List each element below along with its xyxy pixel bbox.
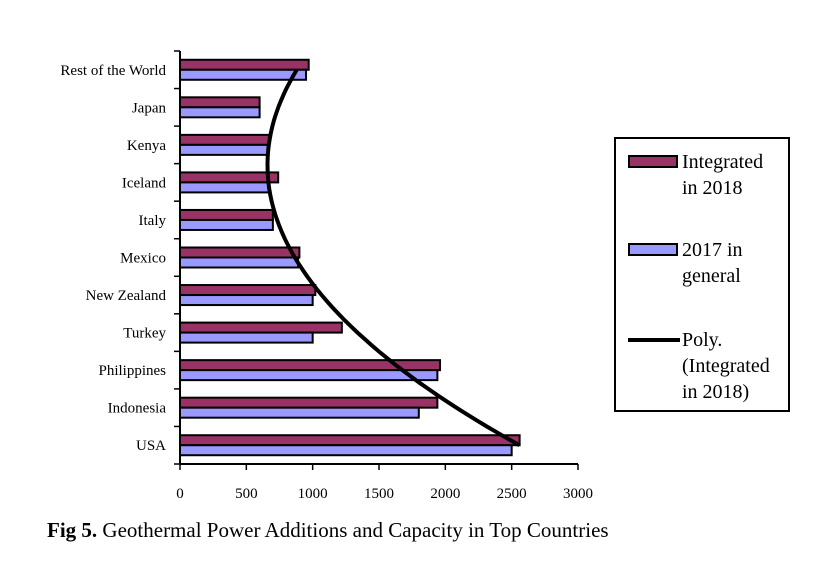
y-label-japan: Japan <box>132 100 167 116</box>
bar-japan-integrated-2018 <box>179 96 261 109</box>
bar-iceland-integrated-2018 <box>179 171 280 184</box>
trendline-poly <box>265 68 521 447</box>
bar-italy-integrated-2018 <box>179 208 274 221</box>
legend: Integrated in 2018 2017 in general Poly.… <box>614 137 790 412</box>
bars-group <box>179 58 521 457</box>
legend-swatch-integrated-2018 <box>628 155 678 168</box>
legend-line-poly <box>628 338 680 342</box>
bar-turkey-2017 <box>179 331 314 344</box>
bar-kenya-2017 <box>179 143 269 156</box>
bar-usa-2017 <box>179 444 513 457</box>
x-axis-ticks <box>179 464 579 470</box>
bar-iceland-2017 <box>179 181 270 194</box>
x-label-0: 0 <box>176 486 184 502</box>
bar-indonesia-integrated-2018 <box>179 396 439 409</box>
bar-japan-2017 <box>179 106 261 119</box>
y-label-mexico: Mexico <box>120 251 166 267</box>
caption-text: Geothermal Power Additions and Capacity … <box>97 518 609 542</box>
y-axis-ticks <box>174 50 180 465</box>
y-label-new-zealand: New Zealand <box>86 288 167 304</box>
bar-mexico-integrated-2018 <box>179 246 301 259</box>
bar-indonesia-2017 <box>179 406 420 419</box>
legend-label-integrated-2018: Integrated in 2018 <box>682 151 764 199</box>
bar-italy-2017 <box>179 218 274 231</box>
bar-philippines-2017 <box>179 369 439 382</box>
legend-swatch-2017 <box>628 243 678 256</box>
x-axis-labels: 0 500 1000 1500 2000 2500 3000 <box>176 486 593 502</box>
x-label-1000: 1000 <box>298 486 328 502</box>
bar-new-zealand-2017 <box>179 294 314 307</box>
x-label-1500: 1500 <box>364 486 394 502</box>
caption-label: Fig 5. <box>47 518 98 542</box>
bar-kenya-integrated-2018 <box>179 133 270 146</box>
x-label-3000: 3000 <box>563 486 593 502</box>
bar-turkey-integrated-2018 <box>179 321 343 334</box>
bar-mexico-2017 <box>179 256 300 269</box>
y-axis-labels: Rest of the World Japan Kenya Iceland Italy M… <box>60 63 166 454</box>
y-label-usa: USA <box>136 438 166 454</box>
x-label-500: 500 <box>235 486 258 502</box>
y-label-turkey: Turkey <box>123 326 166 342</box>
x-label-2000: 2000 <box>430 486 460 502</box>
legend-label-2017: 2017 in general <box>682 239 743 287</box>
figure-caption: Fig 5. Geothermal Power Additions and Ca… <box>47 518 609 543</box>
bar-rest-of-the-world-2017 <box>179 68 308 81</box>
legend-label-poly: Poly. (Integrated in 2018) <box>682 329 770 403</box>
y-label-philippines: Philippines <box>98 363 166 379</box>
y-label-iceland: Iceland <box>122 175 167 191</box>
bar-new-zealand-integrated-2018 <box>179 284 317 297</box>
bar-rest-of-the-world-integrated-2018 <box>179 58 310 71</box>
y-label-indonesia: Indonesia <box>108 401 167 417</box>
y-label-kenya: Kenya <box>127 138 166 154</box>
y-label-rest-of-the-world: Rest of the World <box>60 63 166 79</box>
y-label-italy: Italy <box>139 213 167 229</box>
x-label-2500: 2500 <box>497 486 527 502</box>
bar-usa-integrated-2018 <box>179 434 521 447</box>
